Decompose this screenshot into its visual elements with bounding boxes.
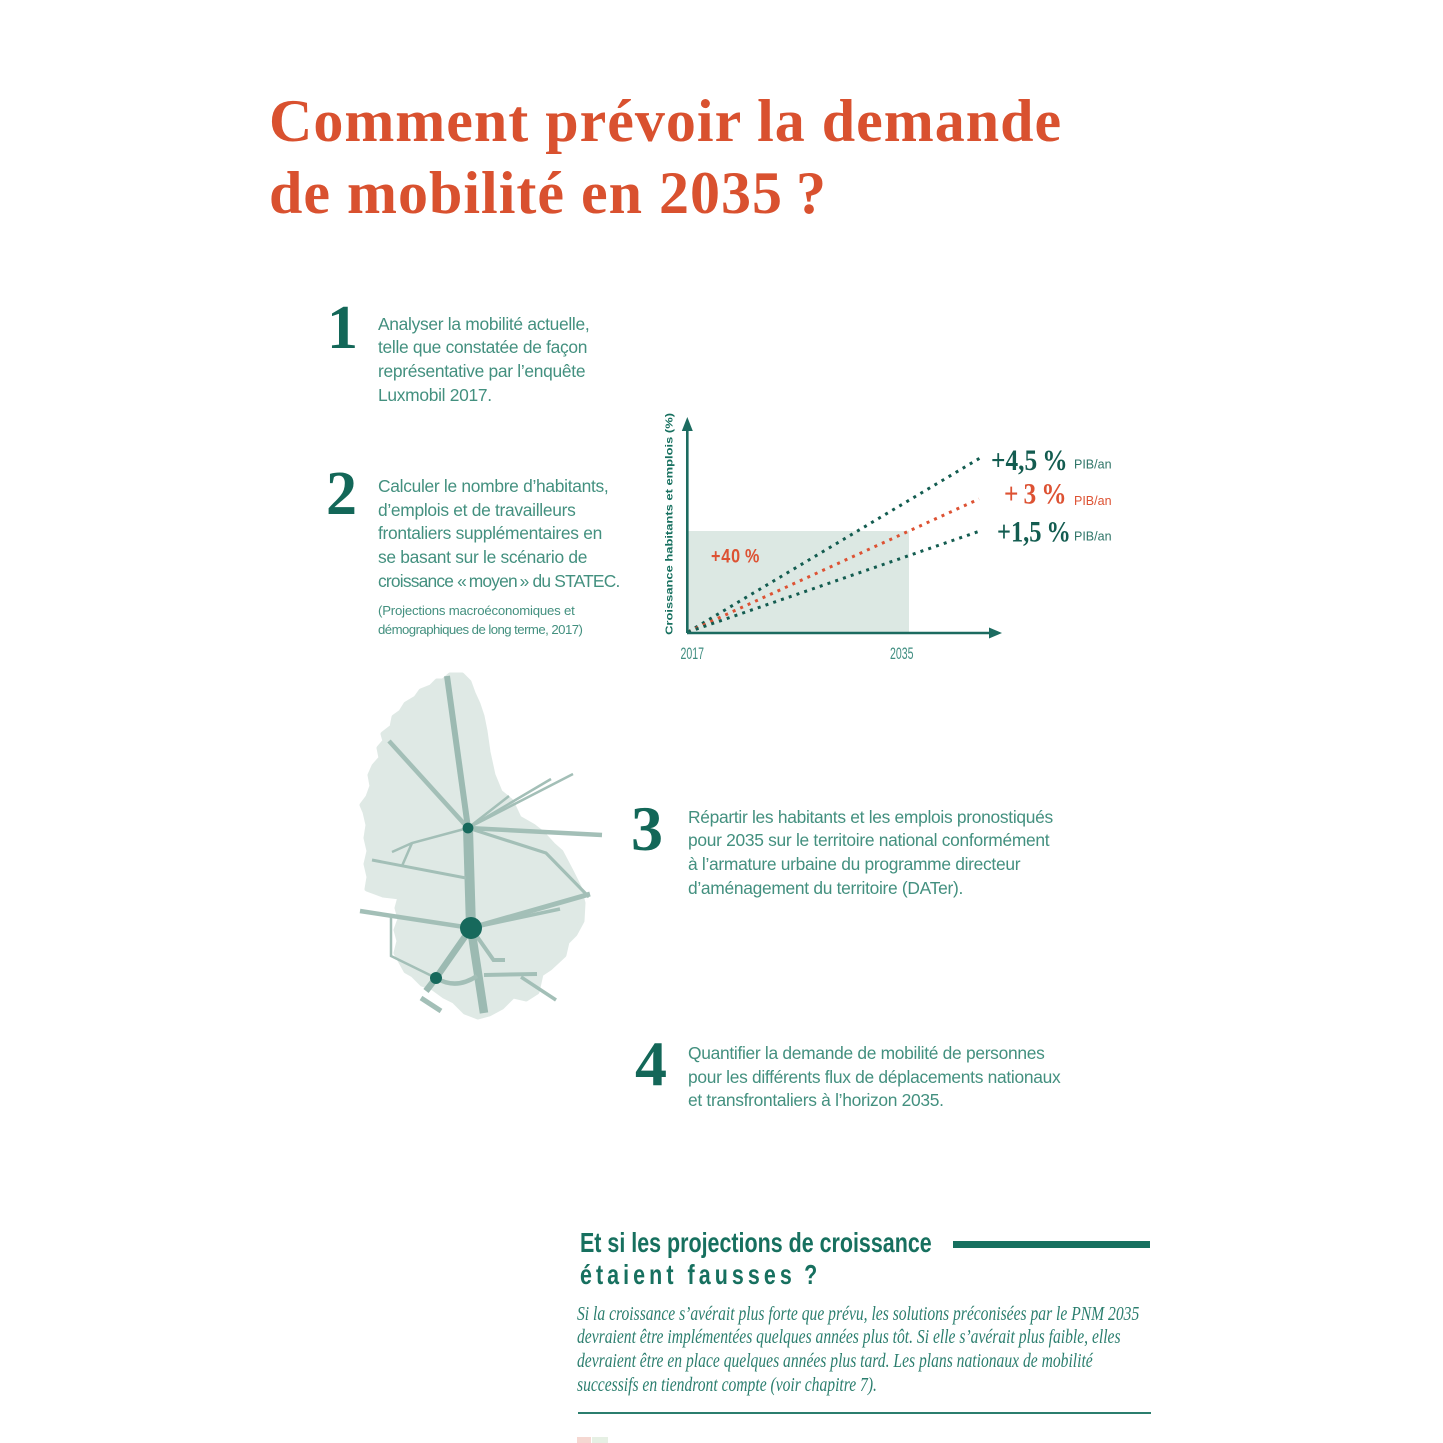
- svg-text:+ 3 %: + 3 %: [1004, 477, 1067, 510]
- svg-text:Croissance habitants et emploi: Croissance habitants et emplois (%): [664, 413, 676, 635]
- svg-text:+4,5 %: +4,5 %: [991, 443, 1068, 476]
- svg-text:+40 %: +40 %: [711, 545, 760, 567]
- svg-text:2017: 2017: [681, 644, 704, 663]
- svg-text:+1,5 %: +1,5 %: [997, 515, 1071, 548]
- svg-text:PIB/an: PIB/an: [1074, 530, 1112, 544]
- svg-text:PIB/an: PIB/an: [1074, 494, 1112, 508]
- svg-text:2035: 2035: [890, 644, 914, 663]
- svg-text:PIB/an: PIB/an: [1074, 458, 1112, 472]
